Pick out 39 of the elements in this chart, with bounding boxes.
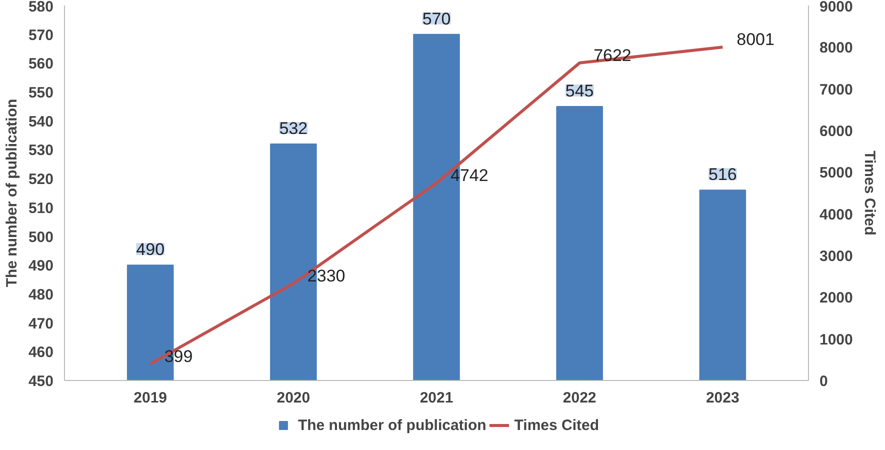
x-tick-label: 2023	[706, 390, 740, 406]
y2-tick-label: 9000	[820, 0, 853, 16]
y-tick-label: 510	[28, 200, 54, 217]
y2-tick-label: 3000	[820, 248, 853, 265]
y-tick-label: 570	[28, 26, 54, 44]
y2-tick-label: 0	[820, 373, 828, 390]
data-label: 490	[136, 240, 165, 260]
x-tick-label: 2019	[134, 390, 168, 406]
y2-tick-label: 8000	[820, 40, 853, 57]
legend-label: The number of publication	[298, 416, 486, 434]
y-tick-label: 550	[28, 84, 54, 102]
y-tick-label: 520	[28, 171, 54, 188]
y-tick-label: 450	[28, 373, 54, 390]
y2-tick-label: 5000	[820, 164, 853, 182]
y-tick-label: 500	[28, 228, 54, 246]
data-label: 8001	[736, 30, 774, 50]
data-label: 545	[565, 81, 594, 100]
x-tick-label: 2020	[276, 390, 310, 406]
y-tick-label: 580	[28, 0, 54, 16]
y2-tick-label: 7000	[820, 81, 853, 98]
legend-label: Times Cited	[514, 416, 600, 434]
x-tick-label: 2021	[420, 390, 454, 406]
y-tick-label: 530	[28, 142, 54, 160]
y-axis-title: The number of publication	[3, 98, 20, 288]
y-tick-label: 540	[28, 113, 54, 130]
y-tick-label: 470	[28, 315, 54, 332]
y-tick-label: 480	[28, 286, 54, 304]
y2-tick-label: 1000	[820, 331, 853, 348]
y-tick-label: 560	[28, 56, 54, 73]
y-tick-label: 490	[28, 258, 54, 275]
y2-tick-label: 4000	[820, 206, 853, 224]
y2-tick-label: 6000	[820, 123, 853, 140]
data-label: 516	[708, 165, 737, 184]
data-label: 532	[279, 118, 308, 138]
data-label: 570	[422, 9, 451, 28]
y2-axis-title: Times Cited	[860, 150, 878, 236]
x-tick-label: 2022	[562, 390, 596, 406]
y-tick-label: 460	[28, 344, 54, 362]
y2-tick-label: 2000	[820, 290, 853, 307]
